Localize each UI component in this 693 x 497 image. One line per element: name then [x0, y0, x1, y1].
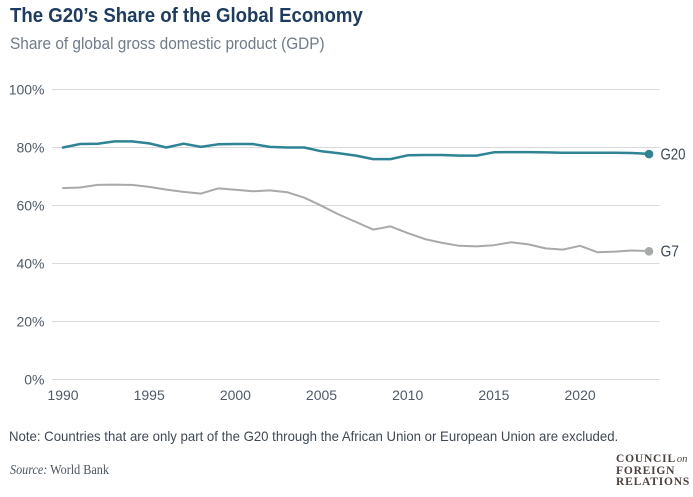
svg-text:60%: 60% [16, 198, 44, 214]
svg-text:2015: 2015 [478, 387, 509, 403]
svg-text:2010: 2010 [392, 387, 423, 403]
svg-text:2005: 2005 [306, 387, 337, 403]
svg-text:1995: 1995 [134, 387, 165, 403]
svg-text:2000: 2000 [220, 387, 251, 403]
svg-text:0%: 0% [24, 372, 44, 388]
svg-text:20%: 20% [16, 314, 44, 330]
svg-text:40%: 40% [16, 256, 44, 272]
svg-text:100%: 100% [9, 82, 45, 98]
svg-text:G7: G7 [661, 244, 680, 261]
svg-text:2020: 2020 [565, 387, 596, 403]
svg-text:1990: 1990 [47, 387, 78, 403]
svg-text:80%: 80% [16, 140, 44, 156]
svg-text:G20: G20 [661, 147, 686, 164]
